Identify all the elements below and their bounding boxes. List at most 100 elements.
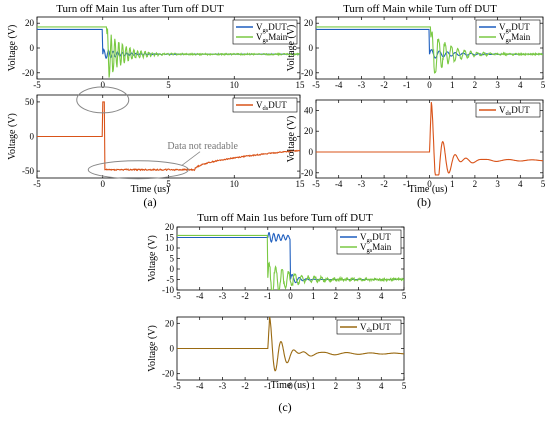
panel-a: Turn off Main 1us after Turn off DUT-5 0 5… xyxy=(7,3,305,209)
x-tick-label: -5 xyxy=(312,80,320,90)
y-tick-label: 20 xyxy=(304,126,314,136)
legend-entry: VgsMain xyxy=(499,32,531,44)
x-tick-label: 3 xyxy=(495,179,500,189)
x-tick-label: 5 xyxy=(166,179,171,189)
y-tick-label: -20 xyxy=(301,68,313,78)
annotation-leader xyxy=(181,151,201,166)
y-tick-label: 20 xyxy=(25,18,35,28)
x-tick-label: 3 xyxy=(356,291,361,301)
x-tick-label: -1 xyxy=(403,179,411,189)
legend-entry-tail: DUT xyxy=(511,22,530,32)
x-tick-label: -4 xyxy=(335,80,343,90)
legend-entry-name: V xyxy=(256,100,263,110)
legend-entry-subscript: gs xyxy=(506,37,512,44)
x-axis-label: Time (us) xyxy=(131,184,170,195)
legend-entry: VgsMain xyxy=(360,242,392,254)
x-tick-label: -3 xyxy=(358,80,366,90)
x-tick-label: -2 xyxy=(380,179,388,189)
legend-entry: VdsDUT xyxy=(499,105,530,117)
x-tick-label: 5 xyxy=(541,179,546,189)
y-tick-label: 15 xyxy=(165,233,175,243)
x-tick-label: 1 xyxy=(311,381,316,391)
y-tick-label: 0 xyxy=(309,147,314,157)
x-tick-label: 0 xyxy=(288,291,293,301)
x-tick-label: 10 xyxy=(230,179,240,189)
x-tick-label: 5 xyxy=(402,381,407,391)
x-tick-label: -2 xyxy=(380,80,388,90)
legend-entry: VgsDUT xyxy=(360,232,391,244)
legend-box xyxy=(336,319,402,335)
x-tick-label: -5 xyxy=(173,381,181,391)
x-tick-label: 1 xyxy=(311,291,316,301)
panel-label: (a) xyxy=(143,195,156,209)
x-tick-label: 4 xyxy=(518,80,523,90)
x-tick-label: 5 xyxy=(166,80,171,90)
subplot-bottom: -5 -4 -3 -2 -1 0 1 2 3 4 5 -20 0 20 40 Voltage (V) VdsDU… xyxy=(286,99,546,189)
panel-b: Turn off Main while Turn off DUT -5 -4 -3 -2… xyxy=(286,3,546,209)
y-tick-label: 0 xyxy=(170,344,175,354)
x-tick-label: 3 xyxy=(356,381,361,391)
y-axis-label: Voltage (V) xyxy=(286,25,297,72)
y-tick-label: 20 xyxy=(304,18,314,28)
y-tick-label: 10 xyxy=(165,243,175,253)
x-tick-label: 10 xyxy=(230,80,240,90)
y-tick-label: -50 xyxy=(22,166,34,176)
x-tick-label: 1 xyxy=(450,179,455,189)
x-tick-label: 0 xyxy=(427,179,432,189)
series-line-main_gate xyxy=(37,26,300,78)
x-tick-label: -3 xyxy=(219,291,227,301)
chart-title: Turn off Main 1us before Turn off DUT xyxy=(197,212,373,224)
y-tick-label: -5 xyxy=(167,275,175,285)
legend-box xyxy=(475,19,541,45)
x-tick-label: 2 xyxy=(334,291,339,301)
y-tick-label: -20 xyxy=(162,369,174,379)
x-tick-label: 4 xyxy=(379,291,384,301)
y-tick-label: 40 xyxy=(304,105,314,115)
x-tick-label: 5 xyxy=(402,291,407,301)
y-tick-label: 50 xyxy=(25,97,35,107)
x-tick-label: -5 xyxy=(33,179,41,189)
series-line-main_gate xyxy=(177,234,404,290)
x-tick-label: 0 xyxy=(427,80,432,90)
y-tick-label: 0 xyxy=(30,132,35,142)
series-group xyxy=(37,26,300,78)
legend-entry-tail: DUT xyxy=(372,322,391,332)
legend-entry-name: V xyxy=(256,22,263,32)
x-tick-label: -2 xyxy=(241,381,249,391)
highlight-ellipse xyxy=(87,160,189,180)
x-tick-label: 2 xyxy=(473,80,478,90)
y-tick-label: 0 xyxy=(30,43,35,53)
x-tick-label: 15 xyxy=(296,80,306,90)
legend-box xyxy=(336,229,402,255)
y-axis-label: Voltage (V) xyxy=(7,25,18,72)
legend-entry-subscript: gs xyxy=(263,27,269,34)
legend-entry-subscript: gs xyxy=(263,37,269,44)
x-tick-label: -4 xyxy=(196,291,204,301)
annotation-text: Data not readable xyxy=(167,141,238,152)
x-tick-label: 15 xyxy=(296,179,306,189)
legend-entry-subscript: ds xyxy=(263,105,269,112)
series-group xyxy=(37,101,300,172)
legend-entry: VdsDUT xyxy=(360,322,391,334)
legend-box xyxy=(232,97,298,113)
x-tick-label: -5 xyxy=(312,179,320,189)
y-axis-label: Voltage (V) xyxy=(147,325,158,372)
legend-entry-tail: Main xyxy=(268,32,287,42)
legend-entry-name: V xyxy=(256,32,263,42)
y-axis-label: Voltage (V) xyxy=(7,113,18,160)
x-tick-label: 1 xyxy=(450,80,455,90)
x-tick-label: -1 xyxy=(264,291,272,301)
legend-entry-name: V xyxy=(499,105,506,115)
series-group xyxy=(177,317,404,372)
x-tick-label: 2 xyxy=(334,381,339,391)
y-axis-label: Voltage (V) xyxy=(286,116,297,163)
x-tick-label: -2 xyxy=(241,291,249,301)
x-tick-label: 5 xyxy=(541,80,546,90)
x-axis-label: Time (us) xyxy=(409,184,448,195)
series-line-vds_ring xyxy=(177,317,404,372)
legend-entry-tail: DUT xyxy=(268,100,287,110)
legend-entry-subscript: ds xyxy=(367,327,373,334)
